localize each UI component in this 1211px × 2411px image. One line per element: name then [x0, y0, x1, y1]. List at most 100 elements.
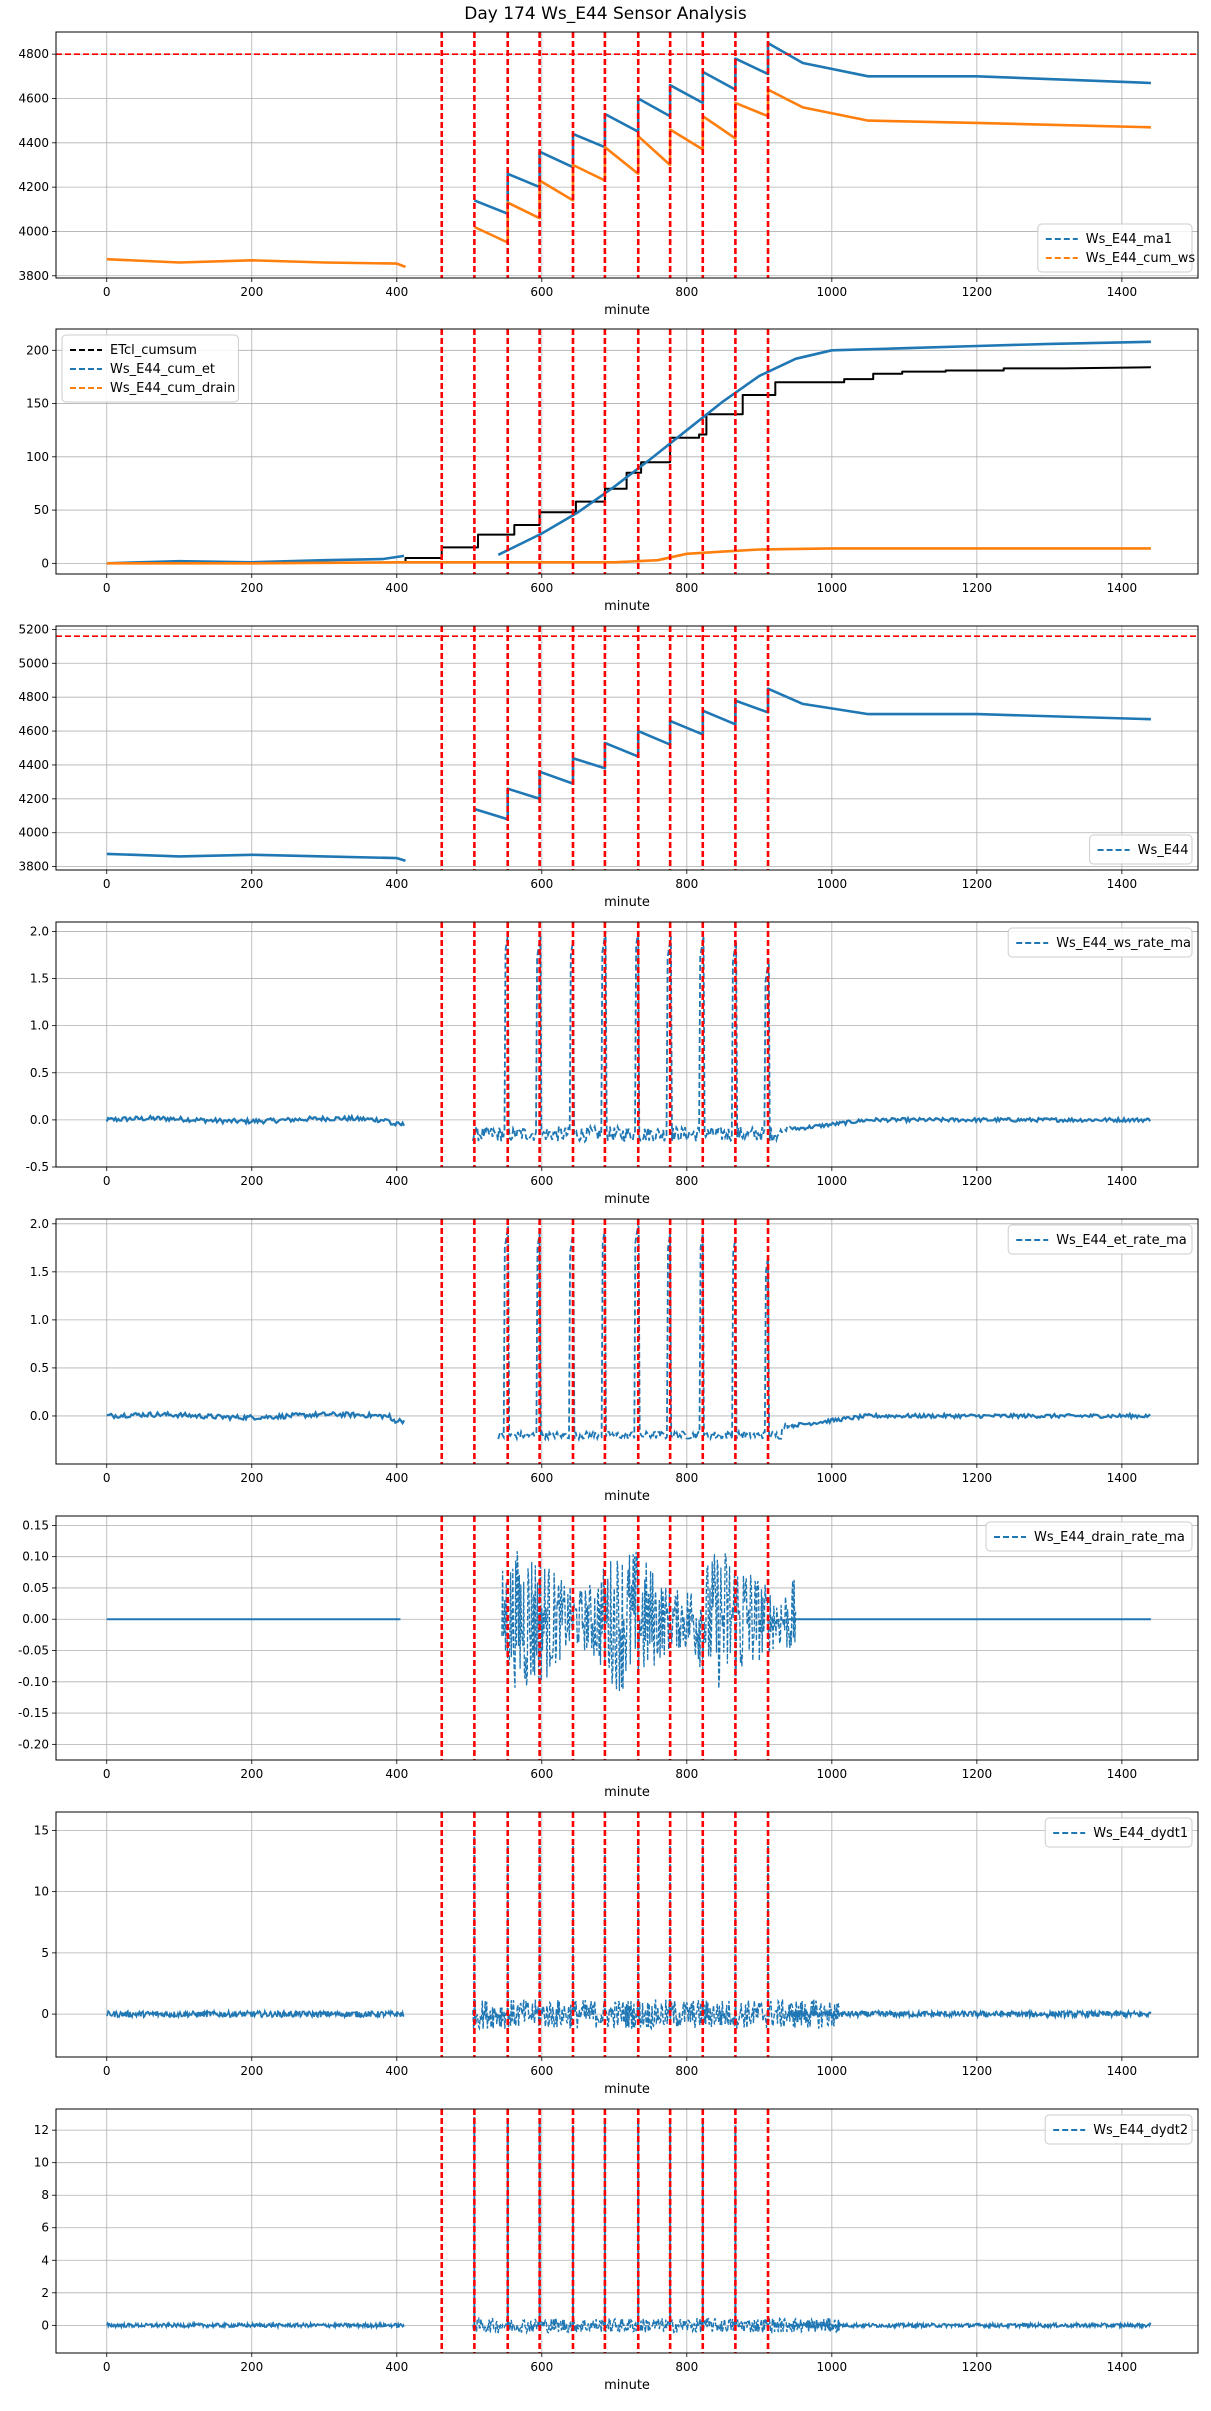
- legend-label: Ws_E44_cum_et: [110, 362, 215, 377]
- series-Ws_E44_dydt1-active: [472, 1998, 840, 2031]
- x-tick-label: 400: [385, 877, 408, 891]
- y-tick-label: 0.00: [22, 1612, 49, 1626]
- legend-box: [1044, 1817, 1193, 1848]
- x-tick-label: 800: [675, 2360, 698, 2374]
- axes-frame: [55, 1811, 1199, 2058]
- y-tick-label: 4000: [18, 224, 49, 238]
- y-tick-label: 10: [34, 2156, 49, 2170]
- x-tick-label: 1200: [962, 1767, 993, 1781]
- plot-area-p4: [105, 922, 1152, 1167]
- legend-p6: Ws_E44_drain_rate_ma: [985, 1521, 1193, 1552]
- legend-box: [985, 1521, 1193, 1552]
- series-Ws_E44_et_rate_ma-active: [497, 1221, 793, 1442]
- x-tick-label: 1000: [817, 2064, 848, 2078]
- y-tick-label: 0.5: [30, 1361, 49, 1375]
- series-Ws_E44_cum_et: [106, 340, 1151, 565]
- plot-area-p5: [106, 1219, 1151, 1464]
- legend-label: Ws_E44_drain_rate_ma: [1034, 1530, 1185, 1545]
- y-tick-label: 4600: [18, 724, 49, 738]
- x-tick-label: 0: [103, 2064, 111, 2078]
- series-Ws_E44_dydt2-active: [472, 2315, 840, 2336]
- legend-box: [1007, 1224, 1193, 1255]
- plot-p4: 0 200 400 600 800 1000 1200 1400 -0.5 0.0 0.5 1.0 1.…: [26, 921, 1199, 1207]
- x-tick-label: 800: [675, 285, 698, 299]
- legend-box: [61, 334, 239, 403]
- legend-label: Ws_E44: [1138, 843, 1189, 858]
- x-tick-label: 400: [385, 581, 408, 595]
- y-tick-label: 0.05: [22, 1581, 49, 1595]
- x-axis-label: minute: [604, 1785, 650, 1800]
- legend-p4: Ws_E44_ws_rate_ma: [1007, 927, 1193, 958]
- series-Ws_E44_dydt1-quiet: [106, 2007, 405, 2020]
- x-tick-label: 1200: [962, 1471, 993, 1485]
- plot-p2: 0 200 400 600 800 1000 1200 1400 0 50 100 150 200 min…: [26, 328, 1199, 614]
- x-tick-label: 0: [103, 877, 111, 891]
- y-tick-label: 1.0: [30, 1019, 49, 1033]
- plot-p7: 0 200 400 600 800 1000 1200 1400 0 5 10 15 minute Ws_…: [34, 1811, 1199, 2097]
- x-tick-label: 1000: [817, 1471, 848, 1485]
- series-Ws_E44_dydt2-quiet: [106, 2320, 405, 2331]
- x-axis-label: minute: [604, 2378, 650, 2393]
- legend-p1: Ws_E44_ma1 Ws_E44_cum_ws: [1037, 223, 1195, 273]
- y-tick-label: 4800: [18, 690, 49, 704]
- axes-frame: [55, 921, 1199, 1168]
- x-tick-label: 400: [385, 2360, 408, 2374]
- y-tick-label: 4400: [18, 136, 49, 150]
- legend-p3: Ws_E44: [1089, 834, 1193, 865]
- y-tick-label: 0.5: [30, 1066, 49, 1080]
- series-Ws_E44_dydt1-quiet: [787, 2008, 1152, 2020]
- plot-area-p2: [106, 329, 1151, 574]
- y-tick-label: 4400: [18, 758, 49, 772]
- y-tick-label: 10: [34, 1885, 49, 1899]
- x-tick-label: 600: [530, 285, 553, 299]
- x-axis-label: minute: [604, 303, 650, 318]
- y-tick-label: -0.10: [18, 1675, 49, 1689]
- plot-area-p8: [106, 2109, 1152, 2353]
- x-tick-label: 1000: [817, 1174, 848, 1188]
- legend-p5: Ws_E44_et_rate_ma: [1007, 1224, 1193, 1255]
- y-tick-label: 3800: [18, 860, 49, 874]
- y-tick-label: 4200: [18, 180, 49, 194]
- figure-title: Day 174 Ws_E44 Sensor Analysis: [464, 4, 747, 24]
- x-tick-label: 0: [103, 581, 111, 595]
- x-tick-label: 0: [103, 285, 111, 299]
- y-tick-label: 4: [41, 2253, 49, 2267]
- x-tick-label: 1200: [962, 285, 993, 299]
- plot-p8: 0 200 400 600 800 1000 1200 1400 0 2 4 6 8 10 12 minute…: [34, 2108, 1199, 2393]
- axes-frame: [55, 1515, 1199, 1761]
- x-tick-label: 200: [240, 285, 263, 299]
- x-tick-label: 800: [675, 1174, 698, 1188]
- series-Ws_E44: [106, 687, 1151, 862]
- legend-label: ETcl_cumsum: [110, 343, 197, 358]
- legend-box: [1007, 927, 1193, 958]
- x-tick-label: 800: [675, 1767, 698, 1781]
- x-tick-label: 800: [675, 581, 698, 595]
- x-tick-label: 600: [530, 2064, 553, 2078]
- x-axis-label: minute: [604, 1489, 650, 1504]
- series-Ws_E44_ws_rate_ma-active: [472, 931, 793, 1145]
- axes-frame: [55, 1218, 1199, 1465]
- legend-label: Ws_E44_dydt1: [1093, 1826, 1188, 1841]
- legend-label: Ws_E44_et_rate_ma: [1056, 1233, 1187, 1248]
- y-tick-label: 150: [26, 397, 49, 411]
- x-tick-label: 1400: [1107, 1471, 1138, 1485]
- axes-frame: [55, 31, 1199, 279]
- series-Ws_E44_et_rate_ma-tail: [790, 1411, 1151, 1430]
- x-tick-label: 1000: [817, 1767, 848, 1781]
- y-tick-label: 15: [34, 1823, 49, 1837]
- y-tick-label: 0.10: [22, 1550, 49, 1564]
- axes-frame: [55, 2108, 1199, 2354]
- series-Ws_E44_ma1: [473, 41, 1151, 215]
- y-tick-label: 1.0: [30, 1313, 49, 1327]
- legend-box: [1044, 2114, 1193, 2145]
- y-tick-label: 100: [26, 450, 49, 464]
- x-tick-label: 0: [103, 1174, 111, 1188]
- x-tick-label: 1400: [1107, 285, 1138, 299]
- plot-area-p3: [56, 626, 1198, 870]
- x-tick-label: 0: [103, 1767, 111, 1781]
- y-tick-label: -0.5: [26, 1160, 49, 1174]
- series-Ws_E44_cum_ws: [106, 88, 1151, 269]
- x-tick-label: 200: [240, 1767, 263, 1781]
- x-tick-label: 800: [675, 2064, 698, 2078]
- y-tick-label: 12: [34, 2123, 49, 2137]
